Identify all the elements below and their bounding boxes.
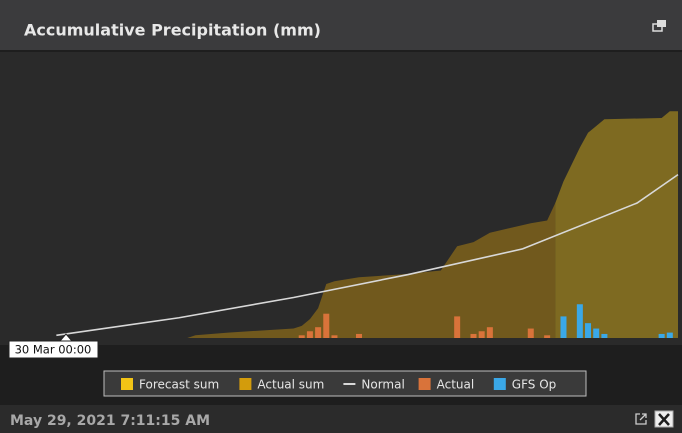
legend-label: GFS Op [512,378,556,392]
legend-swatch [493,378,506,390]
plot-background [0,52,682,345]
area [555,111,678,338]
legend-swatch [121,378,133,390]
chart-title: Accumulative Precipitation (mm) [24,21,321,40]
export-icon[interactable] [635,413,647,425]
bar [544,335,551,338]
bar [658,333,665,338]
footer-bar [0,405,682,433]
tooltip-box [8,340,99,359]
header-bar [0,0,682,50]
bar [306,331,313,338]
bar [315,327,322,338]
legend-label: Normal [361,378,404,392]
line [56,173,679,337]
bar [585,323,592,338]
timestamp: May 29, 2021 7:11:15 AM [10,413,210,429]
bar [323,313,330,338]
legend-swatch [239,378,252,390]
bar [560,316,567,338]
bar [527,328,534,338]
bar [593,328,600,338]
bar [331,335,338,338]
bar [356,333,362,338]
legend-swatch [418,378,431,390]
area [40,203,556,338]
legend-label: Forecast sum [139,378,219,392]
bar [478,331,485,338]
bar [601,333,608,338]
excel-icon[interactable] [654,410,674,428]
bar [666,332,673,338]
legend-label: Actual [437,378,475,392]
bar [298,335,305,338]
bar [470,333,477,338]
bar [486,327,493,338]
tooltip-text: 30 Mar 00:00 [15,343,92,357]
bar [454,316,461,338]
popout-icon[interactable] [652,20,666,32]
bar [576,304,583,338]
legend-label: Actual sum [257,378,324,392]
